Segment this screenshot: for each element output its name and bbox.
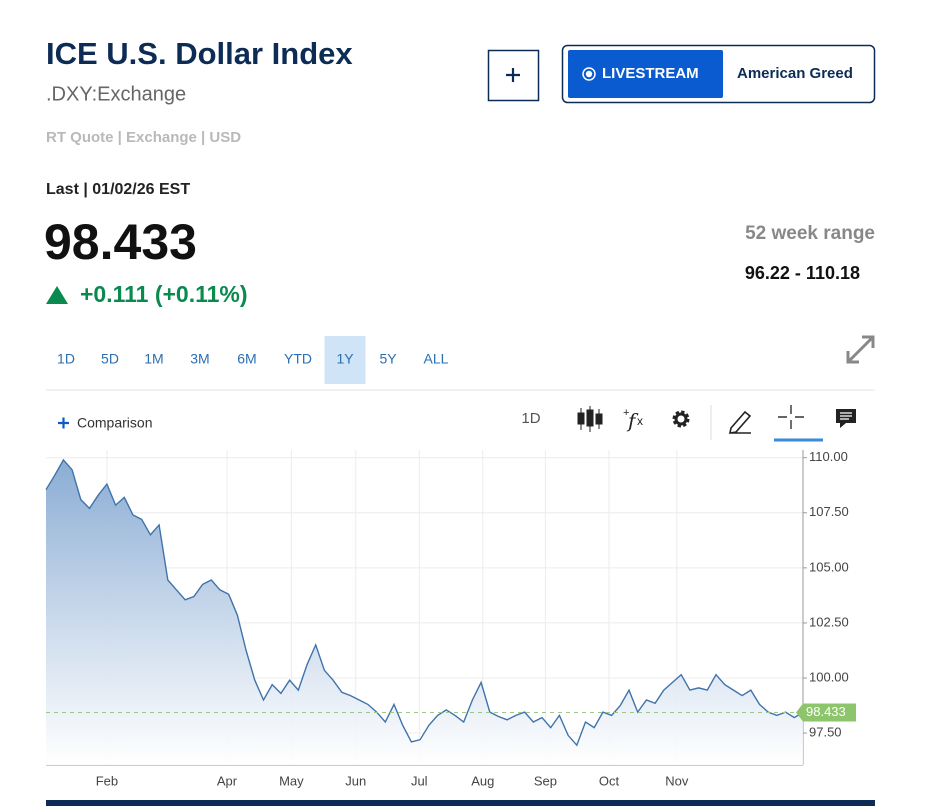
title: ICE U.S. Dollar Index: [46, 36, 353, 71]
livestream-label: LIVESTREAM: [602, 65, 699, 82]
comparison-label[interactable]: Comparison: [77, 415, 152, 431]
x-tick-label: May: [279, 773, 304, 788]
candle-icon[interactable]: [577, 406, 603, 432]
price: 98.433: [44, 214, 197, 270]
x-tick-label: Feb: [96, 773, 118, 788]
area-fill: [46, 459, 803, 765]
live-dot: [585, 70, 593, 78]
symbol: .DXY:Exchange: [46, 83, 186, 105]
range-tab[interactable]: 1D: [57, 351, 75, 367]
chart: 97.50 100.00 102.50 105.00 107.50 110.00 Feb Ap…: [45, 449, 856, 788]
y-tick-label: 97.50: [809, 724, 842, 739]
x-tick-label: Sep: [534, 773, 557, 788]
plus-icon: [506, 68, 520, 82]
fx-x: x: [637, 414, 643, 428]
x-tick-label: Aug: [471, 773, 494, 788]
tab-highlight: [324, 336, 366, 384]
last-label: Last | 01/02/26 EST: [46, 181, 190, 198]
price-line: [45, 458, 804, 747]
draw-icon[interactable]: [728, 410, 752, 434]
range-tab[interactable]: ALL: [424, 351, 449, 367]
x-tick-label: Jul: [411, 773, 428, 788]
range-value: 96.22 - 110.18: [745, 263, 860, 283]
y-tick-label: 110.00: [809, 449, 848, 464]
range-tab[interactable]: 5D: [101, 351, 119, 367]
quote-source: RT Quote | Exchange | USD: [46, 129, 241, 146]
y-tick-label: 105.00: [809, 559, 849, 574]
livestream-button[interactable]: [568, 50, 723, 98]
range-tab[interactable]: YTD: [284, 351, 312, 367]
expand-icon[interactable]: [846, 335, 875, 364]
up-arrow: [46, 286, 68, 304]
y-tick-label: 107.50: [809, 504, 849, 519]
range-label: 52 week range: [745, 223, 875, 244]
interval[interactable]: 1D: [521, 410, 540, 427]
range-tab[interactable]: 6M: [237, 351, 256, 367]
x-tick-label: Nov: [665, 773, 689, 788]
comparison-plus: [58, 417, 69, 429]
last-value-label: 98.433: [806, 704, 846, 719]
crosshair-icon[interactable]: [778, 405, 804, 429]
fx-plus: +: [623, 407, 629, 419]
bottom-bar: [46, 800, 875, 806]
range-tab[interactable]: 1Y: [336, 351, 354, 367]
y-tick-label: 102.50: [809, 614, 849, 629]
notes-lines: [840, 412, 852, 420]
show-link[interactable]: American Greed: [737, 65, 853, 82]
range-tab[interactable]: 5Y: [379, 351, 397, 367]
last-value-tag: [796, 703, 856, 722]
range-tab[interactable]: 1M: [144, 351, 163, 367]
range-tab[interactable]: 3M: [190, 351, 209, 367]
x-tick-label: Jun: [345, 773, 366, 788]
x-tick-label: Apr: [217, 773, 238, 788]
change: +0.111 (+0.11%): [80, 281, 248, 307]
x-tick-label: Oct: [599, 773, 620, 788]
live-dot-ring: [582, 67, 596, 81]
y-tick-label: 100.00: [809, 669, 849, 684]
range-tabs: 1D 5D 1M 3M 6M YTD 1Y 5Y ALL: [57, 336, 449, 384]
add-button[interactable]: [487, 49, 540, 102]
settings-icon[interactable]: [672, 410, 690, 428]
